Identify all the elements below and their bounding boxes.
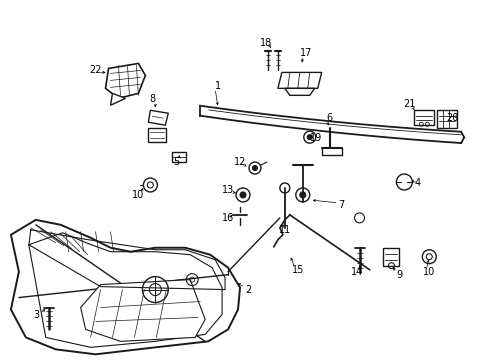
- Polygon shape: [105, 63, 145, 98]
- Text: 12: 12: [233, 157, 245, 167]
- Text: 10: 10: [132, 190, 144, 200]
- Text: 15: 15: [291, 265, 304, 275]
- Text: 18: 18: [259, 37, 271, 48]
- Text: 9: 9: [396, 270, 402, 280]
- Text: 8: 8: [149, 94, 155, 104]
- Bar: [436, 110, 456, 128]
- Text: 22: 22: [89, 66, 102, 76]
- Text: 16: 16: [222, 213, 234, 223]
- Polygon shape: [81, 280, 205, 341]
- Text: 13: 13: [222, 185, 234, 195]
- Text: 7: 7: [338, 200, 344, 210]
- Text: 5: 5: [173, 157, 179, 167]
- Text: 14: 14: [351, 267, 363, 276]
- Polygon shape: [285, 88, 314, 95]
- Text: 2: 2: [244, 284, 251, 294]
- Text: 21: 21: [402, 99, 415, 109]
- Circle shape: [240, 192, 245, 198]
- Text: 10: 10: [422, 267, 434, 276]
- Text: 3: 3: [34, 310, 40, 320]
- Bar: [383, 248, 399, 266]
- Bar: [413, 110, 433, 125]
- Text: 1: 1: [215, 81, 221, 91]
- Circle shape: [306, 135, 312, 140]
- Text: 17: 17: [299, 49, 311, 58]
- Bar: [148, 128, 166, 142]
- Polygon shape: [277, 72, 321, 88]
- Circle shape: [252, 166, 257, 171]
- Polygon shape: [11, 220, 240, 354]
- Polygon shape: [110, 93, 125, 105]
- Text: 6: 6: [326, 113, 332, 123]
- Text: 4: 4: [413, 178, 420, 188]
- Bar: [172, 152, 186, 162]
- Text: 20: 20: [445, 113, 457, 123]
- Polygon shape: [148, 110, 168, 125]
- Circle shape: [299, 192, 305, 198]
- Text: 19: 19: [309, 133, 321, 143]
- Text: 11: 11: [278, 225, 290, 235]
